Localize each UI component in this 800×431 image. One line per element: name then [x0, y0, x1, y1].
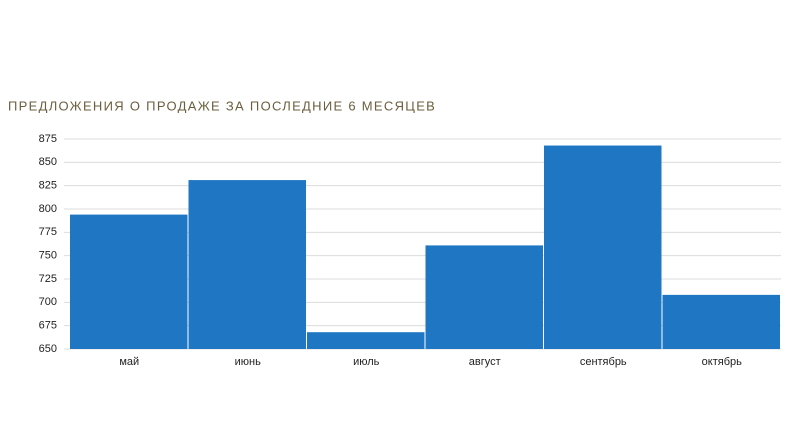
bar — [544, 145, 662, 349]
y-tick-label: 675 — [39, 320, 57, 332]
x-tick-label: июнь — [235, 356, 261, 368]
bar — [70, 214, 188, 349]
y-tick-label: 875 — [39, 133, 57, 145]
y-tick-label: 825 — [39, 180, 57, 192]
y-tick-label: 750 — [39, 250, 57, 262]
y-tick-label: 725 — [39, 273, 57, 285]
y-tick-label: 775 — [39, 226, 57, 238]
x-tick-label: сентябрь — [580, 356, 627, 368]
bar — [425, 245, 543, 349]
bar — [307, 332, 425, 349]
x-tick-label: май — [119, 356, 139, 368]
y-tick-label: 850 — [39, 156, 57, 168]
x-tick-label: июль — [353, 356, 380, 368]
y-tick-label: 650 — [39, 343, 57, 355]
chart-title: ПРЕДЛОЖЕНИЯ О ПРОДАЖЕ ЗА ПОСЛЕДНИЕ 6 МЕС… — [8, 98, 436, 113]
x-tick-label: октябрь — [702, 356, 742, 368]
bar — [188, 180, 306, 349]
y-tick-label: 800 — [39, 203, 57, 215]
bar — [662, 294, 780, 349]
x-tick-label: август — [469, 356, 501, 368]
y-tick-label: 700 — [39, 296, 57, 308]
